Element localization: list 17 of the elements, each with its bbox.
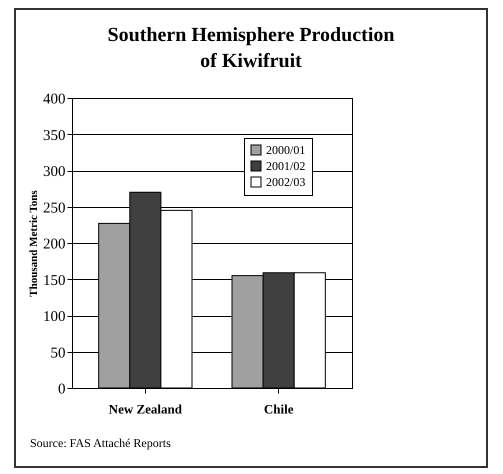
y-tick-label: 400 [43, 92, 66, 108]
source-note: Source: FAS Attaché Reports [30, 436, 171, 451]
y-tick-label: 100 [43, 309, 66, 325]
x-tick-label: Chile [264, 402, 294, 416]
x-tick-label: New Zealand [108, 402, 183, 416]
y-tick-label: 0 [58, 382, 66, 398]
y-axis-title: Thousand Metric Tons [28, 190, 40, 297]
y-tick-label: 200 [43, 236, 66, 252]
chart-title: Southern Hemisphere Production of Kiwifruit [106, 23, 396, 74]
y-tick-label: 150 [43, 272, 66, 289]
legend-label: 2001/02 [266, 159, 306, 173]
y-tick-label: 350 [43, 128, 66, 144]
legend-label: 2000/01 [266, 143, 306, 157]
y-tick-label: 300 [43, 164, 66, 180]
y-tick-label: 50 [50, 345, 66, 362]
y-tick-label: 250 [43, 200, 66, 216]
legend-label: 2002/03 [266, 175, 306, 189]
